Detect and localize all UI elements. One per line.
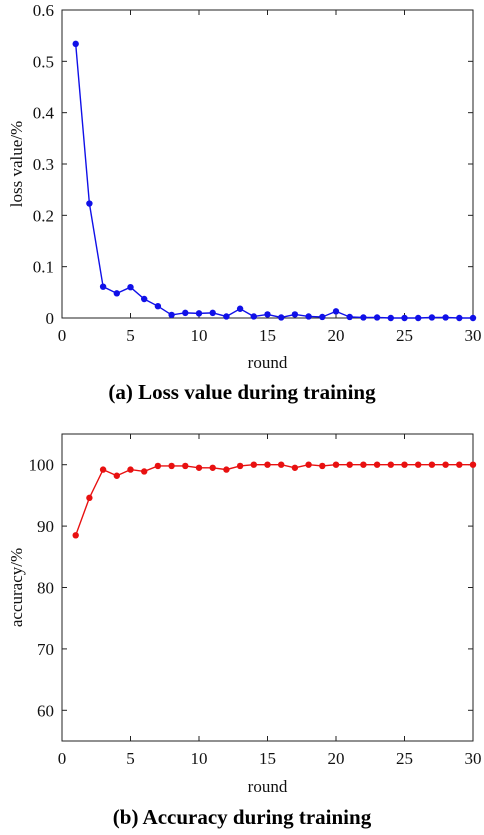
- accuracy-x-tick-label: 30: [465, 749, 482, 768]
- accuracy-data-point: [141, 468, 148, 475]
- accuracy-data-point: [86, 494, 93, 502]
- accuracy-data-point: [264, 461, 271, 468]
- accuracy-x-tick-label: 15: [259, 749, 276, 768]
- loss-data-point: [154, 302, 162, 310]
- accuracy-data-point: [346, 461, 353, 468]
- loss-x-tick-label: 0: [58, 326, 67, 345]
- accuracy-axes-frame: [61, 433, 474, 742]
- loss-x-tick-label: 5: [126, 326, 135, 345]
- loss-data-point: [291, 311, 299, 318]
- accuracy-data-point: [305, 461, 312, 468]
- loss-y-tick-label: 0.1: [33, 258, 54, 277]
- loss-data-point: [99, 283, 107, 290]
- loss-data-point: [469, 314, 477, 322]
- accuracy-data-point: [319, 462, 326, 470]
- accuracy-data-point: [236, 462, 244, 470]
- loss-data-point: [236, 305, 244, 312]
- accuracy-y-tick-label: 100: [29, 456, 55, 475]
- accuracy-data-point: [99, 466, 107, 473]
- loss-x-tick-label: 20: [328, 326, 345, 345]
- loss-x-tick-label: 15: [259, 326, 276, 345]
- accuracy-data-point: [373, 461, 381, 468]
- accuracy-data-point: [291, 464, 299, 471]
- loss-y-tick-label: 0.5: [33, 52, 54, 71]
- accuracy-chart-caption: (b) Accuracy during training: [113, 805, 372, 829]
- loss-data-point: [387, 314, 394, 322]
- accuracy-x-tick-label: 0: [58, 749, 67, 768]
- accuracy-y-tick-label: 90: [37, 517, 54, 536]
- loss-data-point: [223, 313, 230, 320]
- loss-data-point: [127, 284, 134, 291]
- accuracy-data-point: [154, 462, 162, 470]
- loss-y-tick-label: 0.2: [33, 206, 54, 225]
- accuracy-data-point: [250, 461, 257, 468]
- loss-series-line: [75, 43, 473, 319]
- loss-data-point: [264, 311, 271, 318]
- loss-data-point: [141, 295, 148, 303]
- loss-y-tick-label: 0.6: [33, 1, 54, 20]
- loss-data-point: [278, 314, 285, 321]
- loss-data-point: [209, 309, 216, 317]
- loss-data-point: [346, 313, 353, 321]
- accuracy-y-tick-label: 80: [37, 579, 54, 598]
- loss-x-tick-label: 10: [191, 326, 208, 345]
- loss-x-tick-label: 30: [465, 326, 482, 345]
- accuracy-x-tick-label: 10: [191, 749, 208, 768]
- loss-data-point: [442, 314, 449, 321]
- loss-data-point: [113, 290, 121, 297]
- accuracy-y-tick-label: 60: [37, 701, 54, 720]
- loss-data-point: [332, 308, 340, 315]
- accuracy-data-point: [127, 466, 134, 473]
- accuracy-y-axis-label: accuracy/%: [7, 548, 26, 627]
- accuracy-x-tick-label: 20: [328, 749, 345, 768]
- loss-data-point: [319, 313, 326, 321]
- loss-x-axis-label: round: [248, 353, 288, 372]
- loss-y-tick-label: 0.3: [33, 155, 54, 174]
- accuracy-x-tick-label: 5: [126, 749, 135, 768]
- loss-x-tick-label: 25: [396, 326, 413, 345]
- loss-y-tick-label: 0: [46, 309, 55, 328]
- accuracy-data-point: [360, 461, 367, 468]
- loss-chart-caption: (a) Loss value during training: [108, 380, 376, 404]
- accuracy-data-point: [401, 461, 408, 468]
- accuracy-chart: accuracy/% round (b) Accuracy during tra…: [7, 433, 482, 829]
- loss-axes-frame: [61, 9, 474, 319]
- loss-data-point: [456, 314, 463, 322]
- accuracy-data-point: [223, 466, 230, 473]
- loss-y-tick-label: 0.4: [33, 104, 55, 123]
- loss-y-axis-label: loss value/%: [7, 121, 26, 207]
- accuracy-data-point: [332, 461, 340, 468]
- accuracy-data-point: [182, 462, 189, 470]
- accuracy-data-point: [195, 464, 203, 471]
- accuracy-data-point: [442, 461, 449, 468]
- loss-data-point: [168, 311, 175, 319]
- loss-data-point: [182, 309, 189, 317]
- loss-data-point: [195, 310, 203, 317]
- accuracy-x-tick-label: 25: [396, 749, 413, 768]
- accuracy-data-point: [456, 461, 463, 468]
- accuracy-data-point: [469, 461, 477, 468]
- accuracy-data-point: [72, 532, 79, 539]
- accuracy-data-point: [278, 461, 285, 468]
- accuracy-data-point: [387, 461, 394, 468]
- accuracy-data-point: [428, 461, 436, 468]
- accuracy-data-point: [168, 462, 175, 470]
- accuracy-data-point: [113, 472, 121, 479]
- loss-data-point: [86, 200, 93, 207]
- accuracy-y-tick-label: 70: [37, 640, 54, 659]
- accuracy-data-point: [415, 461, 422, 468]
- loss-data-point: [373, 314, 381, 321]
- loss-data-point: [72, 40, 79, 48]
- loss-data-point: [428, 314, 436, 321]
- loss-data-point: [415, 314, 422, 322]
- loss-data-point: [360, 314, 367, 321]
- accuracy-series-line: [75, 463, 473, 536]
- loss-chart: loss value/% round (a) Loss value during…: [7, 1, 482, 404]
- loss-data-point: [401, 314, 408, 322]
- accuracy-x-axis-label: round: [248, 777, 288, 796]
- loss-data-point: [250, 313, 257, 320]
- accuracy-data-point: [209, 464, 216, 471]
- loss-data-point: [305, 313, 312, 320]
